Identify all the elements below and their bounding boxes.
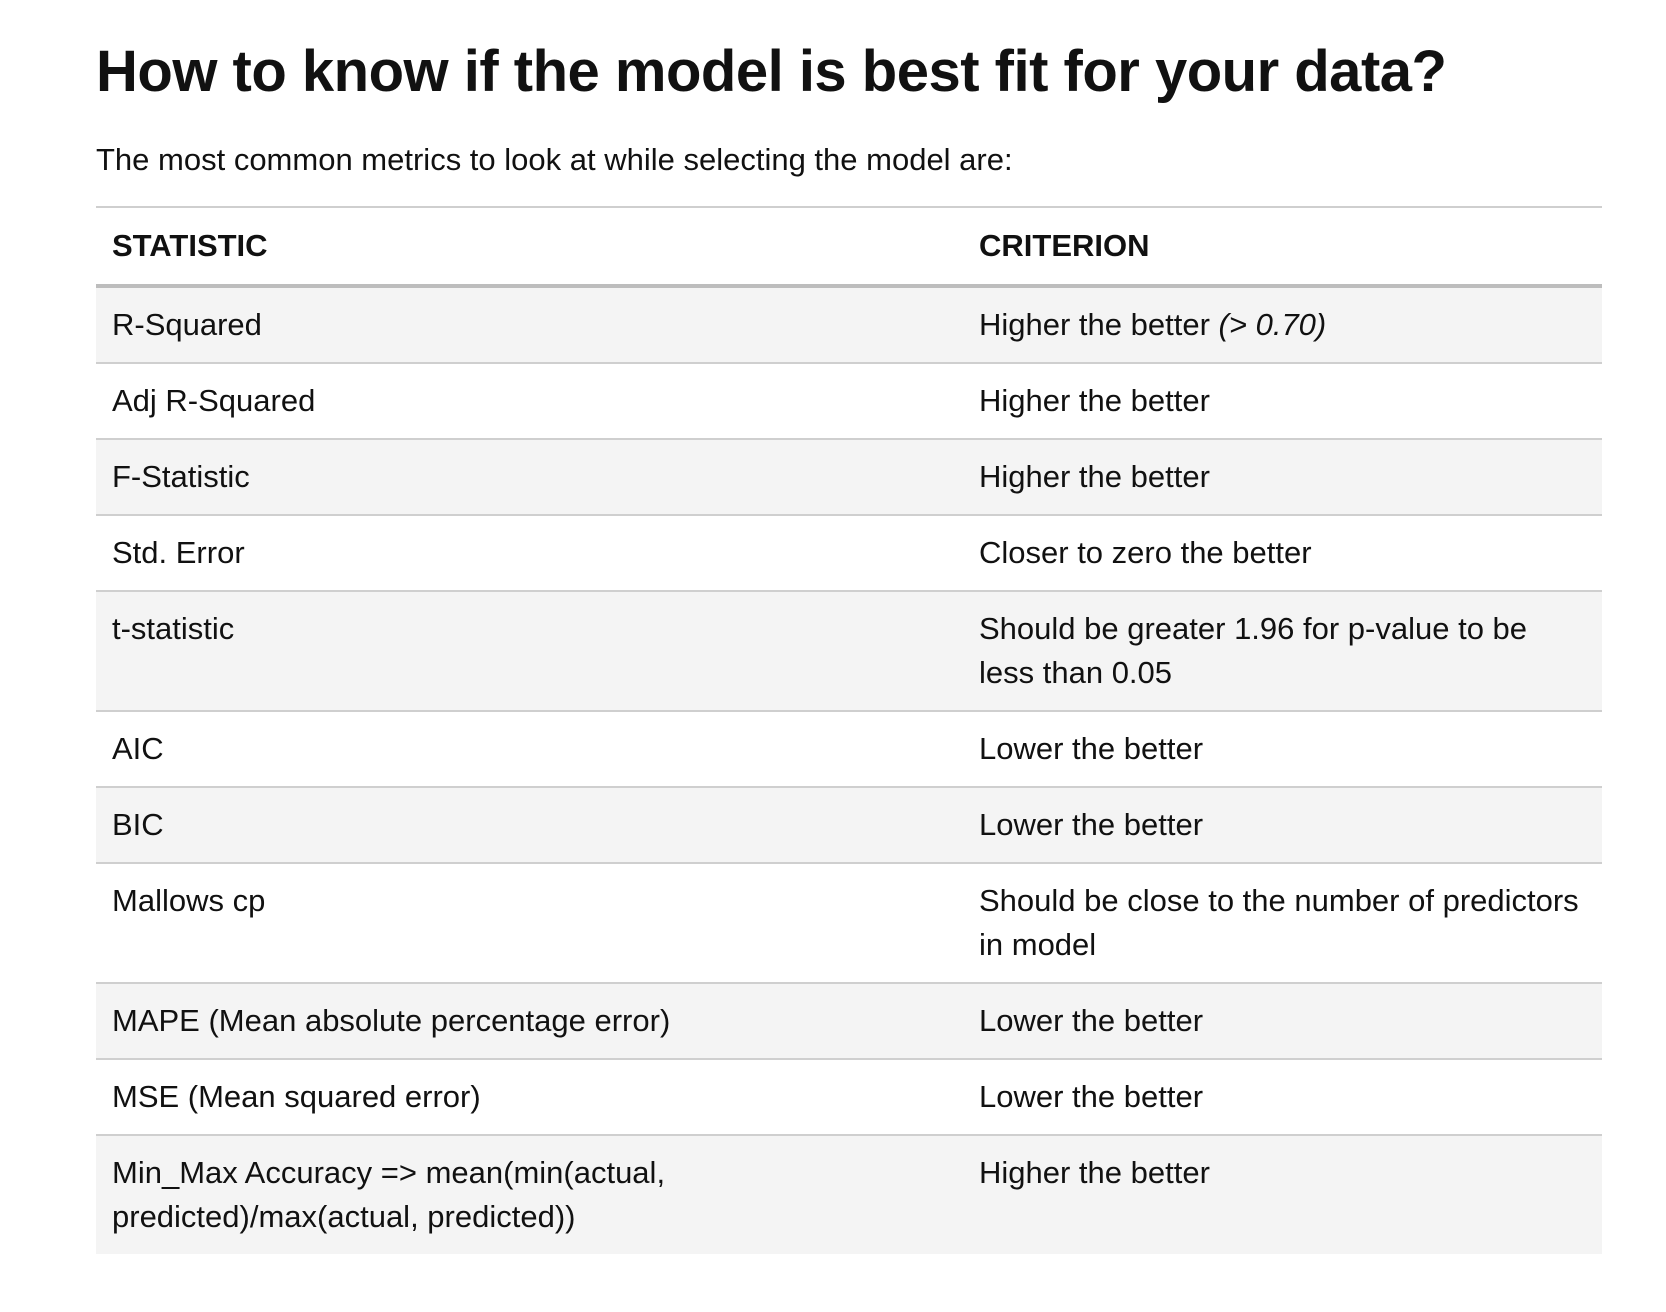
criterion-cell: Lower the better [979, 1003, 1204, 1038]
table-header: STATISTIC CRITERION [96, 207, 1602, 286]
table-row: Adj R-Squared Higher the better [96, 363, 1602, 439]
criterion-cell: Closer to zero the better [979, 535, 1312, 570]
statistic-cell: R-Squared [112, 307, 262, 342]
criterion-cell: Should be greater 1.96 for p-value to be… [979, 611, 1528, 690]
table-body: R-Squared Higher the better (> 0.70) Adj… [96, 286, 1602, 1254]
criterion-threshold-note: (> 0.70) [1218, 307, 1327, 342]
statistic-cell: Std. Error [112, 535, 245, 570]
article: How to know if the model is best fit for… [96, 30, 1602, 1254]
criterion-cell: Lower the better [979, 731, 1204, 766]
statistic-cell: t-statistic [112, 611, 235, 646]
metrics-table: STATISTIC CRITERION R-Squared Higher the… [96, 206, 1602, 1254]
statistic-cell: AIC [112, 731, 164, 766]
table-row: R-Squared Higher the better (> 0.70) [96, 286, 1602, 363]
statistic-cell: MAPE (Mean absolute percentage error) [112, 1003, 671, 1038]
header-row: STATISTIC CRITERION [96, 207, 1602, 286]
statistic-cell: MSE (Mean squared error) [112, 1079, 481, 1114]
criterion-cell: Higher the better [979, 459, 1210, 494]
statistic-cell: Min_Max Accuracy => mean(min(actual, pre… [112, 1155, 666, 1234]
statistic-cell: Mallows cp [112, 883, 266, 918]
statistic-cell: BIC [112, 807, 164, 842]
intro-paragraph: The most common metrics to look at while… [96, 142, 1013, 177]
table-row: MAPE (Mean absolute percentage error) Lo… [96, 983, 1602, 1059]
column-header-statistic: STATISTIC [112, 228, 268, 263]
statistic-cell: F-Statistic [112, 459, 250, 494]
table-row: AIC Lower the better [96, 711, 1602, 787]
table-row: Min_Max Accuracy => mean(min(actual, pre… [96, 1135, 1602, 1254]
statistic-cell: Adj R-Squared [112, 383, 316, 418]
criterion-cell: Lower the better [979, 807, 1204, 842]
column-header-criterion: CRITERION [979, 228, 1150, 263]
table-row: F-Statistic Higher the better [96, 439, 1602, 515]
table-row: Std. Error Closer to zero the better [96, 515, 1602, 591]
criterion-cell: Higher the better [979, 1155, 1210, 1190]
table-row: MSE (Mean squared error) Lower the bette… [96, 1059, 1602, 1135]
table-row: t-statistic Should be greater 1.96 for p… [96, 591, 1602, 711]
criterion-cell: Higher the better [979, 383, 1210, 418]
table-row: BIC Lower the better [96, 787, 1602, 863]
table-row: Mallows cp Should be close to the number… [96, 863, 1602, 983]
page-title: How to know if the model is best fit for… [96, 39, 1447, 104]
criterion-text: Higher the better [979, 307, 1210, 342]
criterion-cell: Higher the better (> 0.70) [963, 286, 1602, 363]
criterion-cell: Should be close to the number of predict… [979, 883, 1579, 962]
criterion-cell: Lower the better [979, 1079, 1204, 1114]
